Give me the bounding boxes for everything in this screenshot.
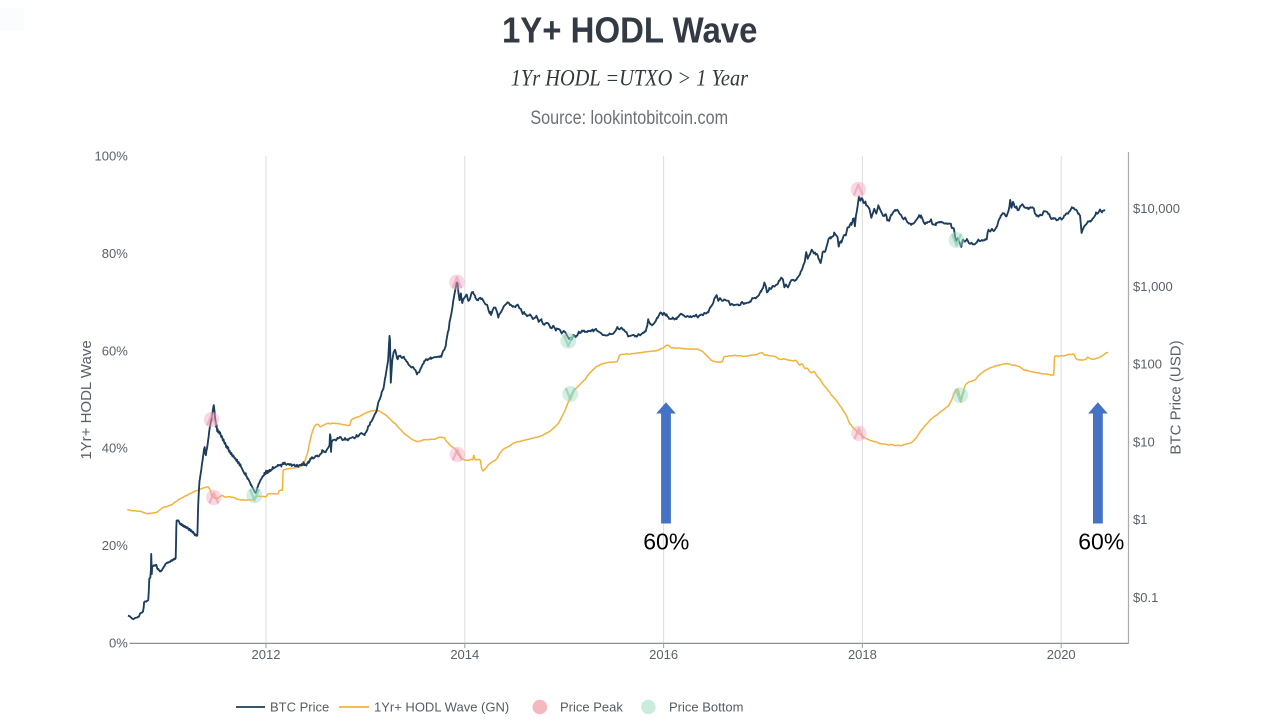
svg-text:80%: 80% — [102, 246, 128, 261]
svg-text:0%: 0% — [109, 636, 128, 651]
svg-text:2016: 2016 — [649, 647, 678, 662]
svg-text:BTC Price: BTC Price — [270, 700, 329, 715]
svg-text:100%: 100% — [95, 149, 129, 164]
svg-text:$0.1: $0.1 — [1133, 590, 1158, 605]
svg-text:1Y+ HODL Wave: 1Y+ HODL Wave — [502, 10, 758, 51]
svg-text:2018: 2018 — [848, 647, 877, 662]
svg-text:2020: 2020 — [1047, 647, 1076, 662]
svg-text:Source: lookintobitcoin.com: Source: lookintobitcoin.com — [530, 107, 728, 129]
svg-text:20%: 20% — [102, 538, 128, 553]
svg-text:$1,000: $1,000 — [1133, 279, 1173, 294]
svg-text:Price Bottom: Price Bottom — [669, 700, 743, 715]
svg-text:1Yr HODL =UTXO > 1 Year: 1Yr HODL =UTXO > 1 Year — [511, 65, 749, 90]
svg-text:$10,000: $10,000 — [1133, 201, 1180, 216]
svg-text:1Yr+ HODL Wave: 1Yr+ HODL Wave — [78, 340, 95, 459]
svg-text:60%: 60% — [1078, 529, 1124, 555]
svg-text:2014: 2014 — [450, 647, 479, 662]
svg-text:$1: $1 — [1133, 512, 1147, 527]
svg-text:BTC Price (USD): BTC Price (USD) — [1168, 340, 1185, 454]
svg-text:$100: $100 — [1133, 357, 1162, 372]
svg-text:Price Peak: Price Peak — [560, 700, 623, 715]
svg-text:60%: 60% — [643, 529, 689, 555]
svg-text:60%: 60% — [102, 343, 128, 358]
svg-text:$10: $10 — [1133, 434, 1155, 449]
svg-text:2012: 2012 — [252, 647, 281, 662]
svg-text:40%: 40% — [102, 441, 128, 456]
svg-text:1Yr+ HODL Wave (GN): 1Yr+ HODL Wave (GN) — [374, 700, 509, 715]
